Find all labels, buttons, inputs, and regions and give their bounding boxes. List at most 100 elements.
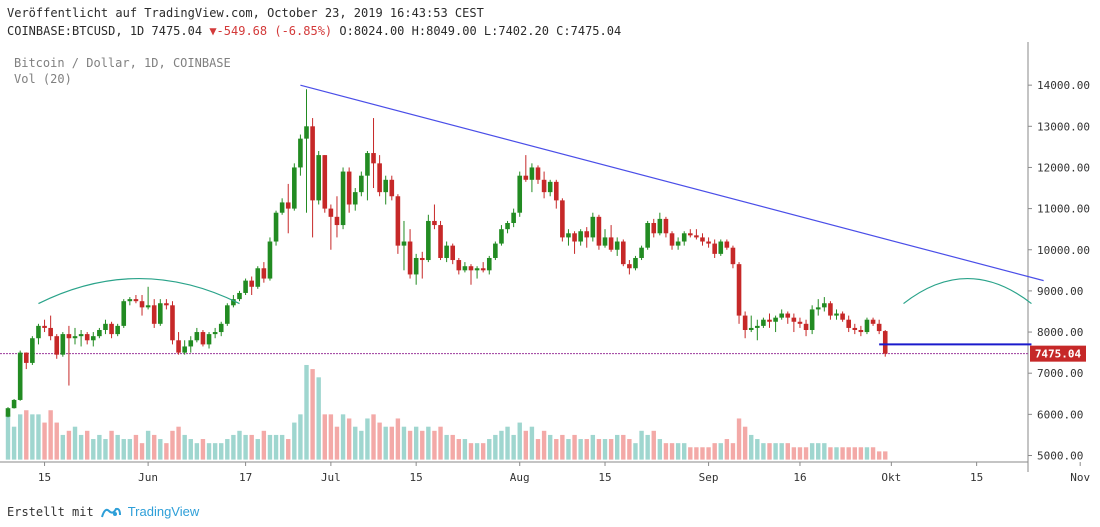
candle-body — [755, 325, 760, 328]
candle-body — [462, 266, 468, 271]
volume-bar — [791, 447, 797, 460]
volume-bar — [541, 430, 547, 460]
volume-bar — [566, 439, 571, 460]
footer: Erstellt mit TradingView — [7, 504, 199, 519]
candle-body — [633, 257, 638, 269]
candle-body — [620, 241, 626, 265]
candle-body — [803, 323, 809, 330]
y-tick-label: 10000.00 — [1037, 244, 1090, 257]
volume-bar — [267, 434, 273, 460]
volume-bar — [846, 447, 851, 460]
volume-bar — [395, 418, 401, 460]
volume-bar — [413, 426, 419, 460]
volume-bar — [761, 443, 766, 460]
volume-bar — [279, 434, 285, 460]
volume-bar — [688, 447, 693, 460]
candle-body — [645, 223, 650, 248]
y-tick-label: 6000.00 — [1037, 408, 1083, 421]
candle-body — [748, 327, 754, 330]
volume-bar — [24, 410, 29, 460]
last-price-label: 7475.04 — [1035, 348, 1082, 361]
x-tick-label: 15 — [598, 471, 611, 484]
volume-bar — [779, 443, 784, 460]
volume-bar — [444, 434, 449, 460]
candle-body — [614, 241, 620, 250]
volume-bar — [133, 434, 139, 460]
volume-bar — [158, 439, 163, 460]
candle-body — [261, 268, 267, 279]
candle-body — [212, 332, 218, 335]
candle-body — [858, 329, 864, 333]
candle-body — [316, 155, 321, 201]
candle-body — [560, 200, 565, 238]
volume-bar — [615, 434, 620, 460]
volume-bar — [511, 434, 516, 460]
candle-body — [639, 247, 644, 258]
candle-body — [407, 241, 413, 275]
volume-bar — [675, 443, 681, 460]
volume-bar — [816, 443, 821, 460]
y-tick-label: 12000.00 — [1037, 161, 1090, 174]
candle-body — [182, 346, 187, 353]
candle-body — [773, 317, 778, 322]
symbol-label: COINBASE:BTCUSD, 1D 7475.04 — [7, 24, 203, 38]
volume-bar — [584, 439, 589, 460]
candle-body — [700, 237, 705, 242]
candle-body — [255, 268, 261, 287]
x-tick-label: Sep — [699, 471, 719, 484]
candle-body — [243, 280, 248, 293]
volume-bar — [700, 447, 705, 460]
volume-bar — [651, 430, 656, 460]
volume-bar — [420, 430, 425, 460]
candle-body — [267, 241, 273, 279]
candle-body — [511, 212, 516, 224]
volume-bar — [645, 434, 650, 460]
volume-bar — [858, 447, 864, 460]
ohlc-open: O:8024.00 — [339, 24, 405, 38]
y-tick-label: 5000.00 — [1037, 450, 1083, 463]
candle-body — [206, 334, 212, 345]
x-tick-label: 15 — [38, 471, 51, 484]
volume-bar — [767, 443, 772, 460]
volume-bar — [11, 426, 17, 460]
candle-body — [84, 334, 90, 341]
volume-bar — [340, 414, 346, 460]
candle-body — [292, 167, 297, 209]
candle-body — [401, 241, 407, 246]
candle-body — [54, 336, 60, 355]
published-info: Veröffentlicht auf TradingView.com, Octo… — [7, 6, 484, 20]
candle-body — [535, 167, 541, 180]
volume-bar — [755, 439, 760, 460]
volume-bar — [310, 369, 315, 460]
volume-bar — [304, 364, 309, 460]
volume-bar — [145, 430, 151, 460]
candle-body — [188, 340, 194, 347]
candle-body — [590, 216, 596, 238]
tradingview-brand[interactable]: TradingView — [127, 504, 200, 519]
volume-bar — [139, 443, 145, 460]
volume-bar — [773, 443, 778, 460]
candle-body — [151, 305, 157, 324]
volume-bar — [828, 447, 833, 460]
candle-body — [23, 352, 29, 363]
volume-bar — [170, 430, 175, 460]
volume-bar — [328, 414, 334, 460]
volume-bar — [383, 426, 388, 460]
volume-bar — [152, 434, 157, 460]
candle-body — [596, 216, 602, 246]
candle-body — [237, 292, 242, 300]
left-pattern-arc — [38, 278, 240, 305]
candle-body — [121, 301, 127, 326]
candle-body — [298, 138, 303, 168]
volume-bar — [97, 434, 102, 460]
candle-body — [846, 319, 851, 328]
volume-bar — [627, 439, 632, 460]
volume-bar — [639, 430, 644, 460]
candle-body — [164, 303, 169, 306]
volume-bar — [493, 434, 498, 460]
candle-body — [815, 307, 821, 310]
candle-body — [602, 237, 608, 246]
candle-body — [310, 126, 315, 201]
candle-body — [797, 321, 803, 324]
